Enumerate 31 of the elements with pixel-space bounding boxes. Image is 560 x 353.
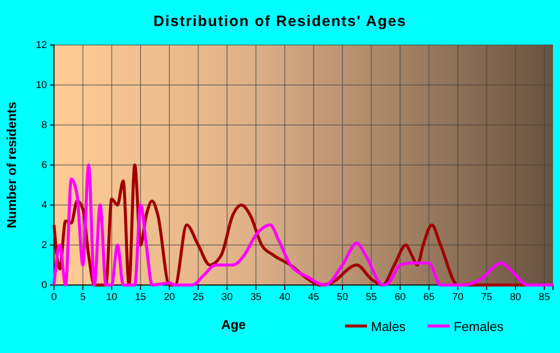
x-tick-label: 20 <box>164 292 176 304</box>
x-tick-label: 35 <box>250 292 262 304</box>
legend-label: Males <box>371 319 406 334</box>
x-tick-label: 25 <box>192 292 204 304</box>
y-tick-label: 0 <box>41 280 48 292</box>
x-tick-label: 45 <box>308 292 320 304</box>
y-tick-label: 4 <box>41 200 48 212</box>
x-tick-label: 85 <box>538 292 550 304</box>
x-tick-label: 10 <box>106 292 118 304</box>
x-tick-label: 5 <box>80 292 86 304</box>
x-tick-label: 75 <box>481 292 493 304</box>
legend-label: Females <box>454 319 504 334</box>
x-tick-label: 80 <box>510 292 522 304</box>
x-axis-title: Age <box>221 317 246 332</box>
x-tick-label: 60 <box>394 292 406 304</box>
y-tick-label: 8 <box>41 120 48 132</box>
x-tick-label: 15 <box>134 292 147 304</box>
line-series <box>52 164 554 286</box>
x-tick-label: 0 <box>51 292 58 304</box>
chart-title: Distribution of Residents' Ages <box>153 13 407 30</box>
x-tick-label: 70 <box>452 292 464 304</box>
y-tick-label: 2 <box>41 240 48 252</box>
y-tick-label: 12 <box>36 40 48 52</box>
x-tick-label: 30 <box>222 292 234 304</box>
y-tick-label: 6 <box>41 160 48 172</box>
y-tick-label: 10 <box>36 80 48 92</box>
x-tick-label: 65 <box>423 292 435 304</box>
x-tick-label: 40 <box>279 292 291 304</box>
y-axis-title: Number of residents <box>4 102 19 228</box>
x-tick-label: 50 <box>336 292 348 304</box>
x-tick-label: 55 <box>366 292 378 304</box>
